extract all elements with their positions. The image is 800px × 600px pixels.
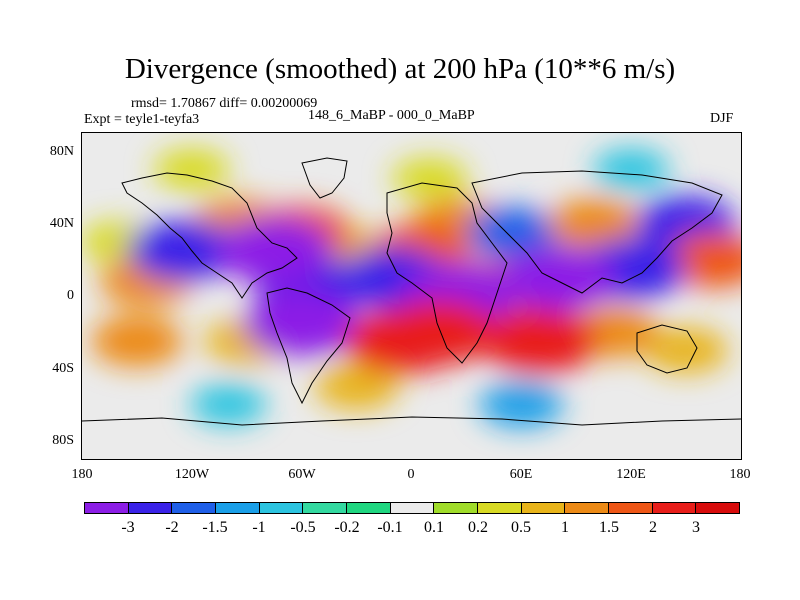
colorbar-label: 0.5 <box>511 519 531 536</box>
colorbar-cell <box>609 503 653 513</box>
x-tick-label: 120W <box>174 467 210 482</box>
map-plot-area <box>81 132 742 460</box>
anomaly-mark <box>644 327 729 374</box>
chart-title: Divergence (smoothed) at 200 hPa (10**6 … <box>124 53 676 85</box>
coastline-europe-africa <box>386 182 508 364</box>
colorbar-label: -1.5 <box>202 519 228 536</box>
y-tick-label: 40S <box>52 361 74 376</box>
anomaly-mark <box>466 207 559 259</box>
anomaly-mark <box>391 157 468 199</box>
colorbar-cell <box>521 503 566 513</box>
colorbar-label: 3 <box>692 519 700 536</box>
colorbar-cell <box>565 503 610 513</box>
colorbar-label: 2 <box>649 519 657 536</box>
anomaly-mark <box>548 198 641 250</box>
colorbar-label: -2 <box>165 519 179 536</box>
y-tick-label: 80N <box>49 144 74 159</box>
season-label: DJF <box>710 111 734 126</box>
y-tick-label: 80S <box>52 433 74 448</box>
colorbar-cell <box>85 503 129 513</box>
anomaly-mark <box>153 148 230 190</box>
colorbar-label: 0.2 <box>468 519 488 536</box>
anomaly-mark <box>479 381 564 428</box>
colorbar-cell <box>259 503 304 513</box>
anomaly-mark <box>90 315 183 367</box>
colorbar-label: -0.1 <box>377 519 403 536</box>
x-tick-label: 180 <box>729 467 751 482</box>
anomaly-mark <box>128 220 237 282</box>
coastline-greenland <box>301 157 348 199</box>
stats-label: rmsd= 1.70867 diff= 0.00200069 <box>131 96 318 111</box>
colorbar-cell <box>216 503 260 513</box>
colorbar-cell <box>172 503 217 513</box>
colorbar-cell <box>303 503 348 513</box>
coastline-south-america <box>266 287 351 405</box>
colorbar-cell <box>347 503 391 513</box>
x-tick-label: 0 <box>407 467 415 482</box>
anomaly-mark <box>499 244 616 311</box>
x-tick-label: 180 <box>71 467 93 482</box>
colorbar-label: 1.5 <box>599 519 619 536</box>
coastline-asia <box>471 170 723 294</box>
anomaly-mark <box>190 384 267 426</box>
x-tick-label: 120E <box>616 467 646 482</box>
colorbar-label: -0.2 <box>334 519 360 536</box>
anomaly-mark <box>314 363 399 410</box>
colorbar-label: -0.5 <box>290 519 316 536</box>
colorbar-cell <box>696 503 740 513</box>
x-tick-label: 60W <box>288 467 316 482</box>
divergence-field <box>82 133 741 459</box>
colorbar-cell <box>128 503 173 513</box>
x-tick-label: 60E <box>509 467 533 482</box>
anomaly-mark <box>380 299 497 366</box>
coastline-antarctica <box>82 416 741 426</box>
anomaly-mark <box>593 148 670 190</box>
colorbar-cell <box>434 503 479 513</box>
y-tick-label: 40N <box>49 216 74 231</box>
anomaly-mark <box>216 217 333 284</box>
colorbar-cell <box>652 503 697 513</box>
case-label: 148_6_MaBP - 000_0_MaBP <box>308 108 475 123</box>
colorbar-cell <box>390 503 435 513</box>
coastline-north-america <box>121 172 298 299</box>
anomaly-mark <box>243 290 360 357</box>
map-svg <box>82 133 741 459</box>
colorbar-label: -1 <box>252 519 266 536</box>
experiment-label: Expt = teyle1-teyfa3 <box>84 112 200 127</box>
colorbar-label: 0.1 <box>424 519 444 536</box>
colorbar-cell <box>478 503 522 513</box>
colorbar-label: 1 <box>561 519 569 536</box>
colorbar <box>84 502 740 514</box>
y-tick-label: 0 <box>67 288 74 303</box>
coastlines <box>82 157 741 426</box>
anomaly-mark <box>481 308 598 375</box>
coastline-australia <box>636 324 698 374</box>
colorbar-label: -3 <box>121 519 135 536</box>
